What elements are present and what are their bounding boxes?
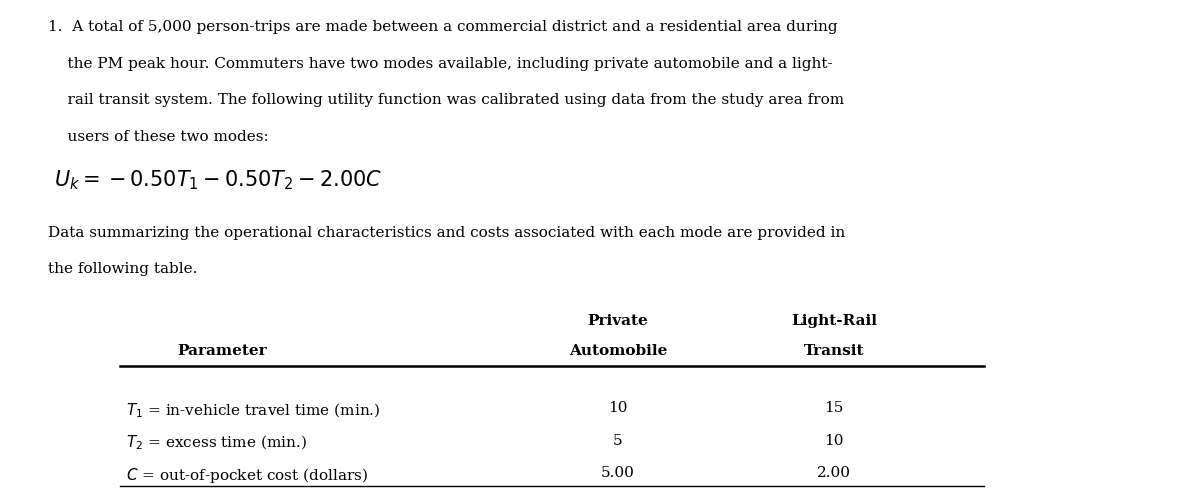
Text: $T_1$ = in-vehicle travel time (min.): $T_1$ = in-vehicle travel time (min.) [126,401,380,420]
Text: $C$ = out-of-pocket cost (dollars): $C$ = out-of-pocket cost (dollars) [126,466,368,485]
Text: the following table.: the following table. [48,262,197,276]
Text: 10: 10 [608,401,628,415]
Text: $U_k = -0.50T_1 - 0.50T_2 - 2.00C$: $U_k = -0.50T_1 - 0.50T_2 - 2.00C$ [54,169,382,192]
Text: rail transit system. The following utility function was calibrated using data fr: rail transit system. The following utili… [48,93,844,107]
Text: Private: Private [588,314,648,328]
Text: Data summarizing the operational characteristics and costs associated with each : Data summarizing the operational charact… [48,225,845,239]
Text: 5.00: 5.00 [601,466,635,480]
Text: the PM peak hour. Commuters have two modes available, including private automobi: the PM peak hour. Commuters have two mod… [48,57,833,71]
Text: 15: 15 [824,401,844,415]
Text: users of these two modes:: users of these two modes: [48,130,269,144]
Text: 1.  A total of 5,000 person-trips are made between a commercial district and a r: 1. A total of 5,000 person-trips are mad… [48,20,838,34]
Text: Parameter: Parameter [178,344,266,358]
Text: 5: 5 [613,434,623,448]
Text: Light-Rail: Light-Rail [791,314,877,328]
Text: Transit: Transit [804,344,864,358]
Text: 2.00: 2.00 [817,466,851,480]
Text: Automobile: Automobile [569,344,667,358]
Text: 10: 10 [824,434,844,448]
Text: $T_2$ = excess time (min.): $T_2$ = excess time (min.) [126,434,307,452]
